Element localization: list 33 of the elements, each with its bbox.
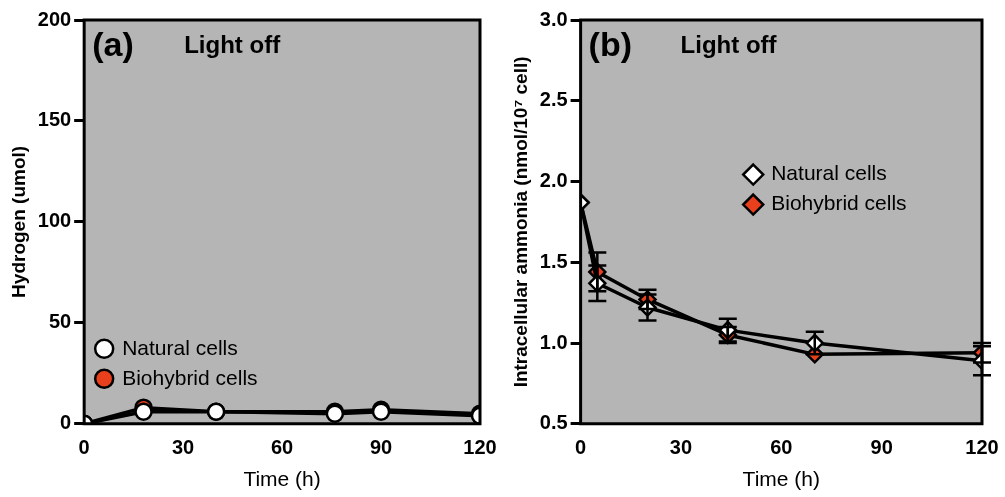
x-tick-label: 120 — [463, 436, 497, 459]
x-tick-label: 60 — [770, 436, 793, 459]
y-tick-label: 1.5 — [539, 249, 568, 272]
legend-label: Natural cells — [771, 161, 887, 185]
x-tick-label: 90 — [870, 436, 893, 459]
annotation: (b) — [588, 25, 633, 64]
y-tick-label: 0.5 — [539, 411, 568, 434]
x-axis-title: Time (h) — [742, 467, 820, 491]
x-tick-label: 60 — [270, 436, 294, 459]
y-tick-label: 150 — [37, 108, 72, 131]
y-tick-label: 1.0 — [539, 330, 568, 353]
y-tick-label: 2.0 — [539, 169, 568, 192]
y-tick-label: 200 — [37, 7, 72, 30]
x-tick-label: 0 — [575, 436, 587, 459]
legend-label: Biohybrid cells — [122, 365, 258, 389]
x-tick-label: 30 — [669, 436, 693, 459]
annotation: Light off — [680, 30, 778, 58]
x-axis-title: Time (h) — [243, 467, 321, 491]
y-tick-label: 2.5 — [539, 88, 568, 111]
y-tick-label: 50 — [48, 310, 72, 333]
x-tick-label: 30 — [172, 436, 195, 459]
annotation: Light off — [184, 30, 282, 58]
x-tick-label: 90 — [369, 436, 393, 459]
y-axis-title: Hydrogen (umol) — [7, 145, 29, 298]
y-tick-label: 3.0 — [539, 7, 568, 30]
y-tick-label: 100 — [37, 209, 72, 232]
legend-label: Biohybrid cells — [771, 191, 907, 215]
legend-label: Natural cells — [122, 335, 238, 359]
x-tick-label: 120 — [965, 436, 999, 459]
y-axis-title: Intracellular ammonia (nmol/10⁷ cell) — [509, 56, 531, 388]
annotation: (a) — [92, 25, 134, 64]
y-tick-label: 0 — [60, 411, 72, 434]
x-tick-label: 0 — [78, 436, 90, 459]
